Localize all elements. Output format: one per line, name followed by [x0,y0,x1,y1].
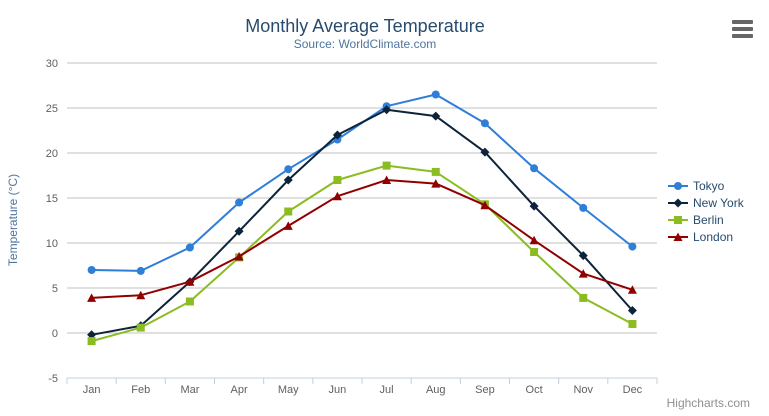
svg-text:Aug: Aug [426,384,446,396]
legend-item-new-york[interactable]: New York [668,194,744,211]
svg-text:Mar: Mar [180,384,199,396]
svg-text:0: 0 [52,328,58,340]
svg-text:30: 30 [46,58,58,70]
svg-text:Sep: Sep [475,384,495,396]
svg-text:Jul: Jul [380,384,394,396]
legend-marker-diamond-icon [668,198,688,207]
svg-text:May: May [278,384,299,396]
svg-text:20: 20 [46,148,58,160]
legend-marker-triangle-icon [668,232,688,241]
legend-label: New York [693,195,744,210]
svg-text:5: 5 [52,283,58,295]
svg-text:Jan: Jan [83,384,101,396]
legend-label: Tokyo [693,178,725,193]
legend-label: Berlin [693,212,724,227]
legend-marker-circle-icon [668,181,688,190]
svg-text:Feb: Feb [131,384,150,396]
legend-item-berlin[interactable]: Berlin [668,211,744,228]
legend-label: London [693,229,734,244]
chart-title: Monthly Average Temperature [245,16,484,36]
legend-marker-square-icon [668,215,688,224]
export-menu-button[interactable] [728,16,756,42]
legend-item-london[interactable]: London [668,228,744,245]
svg-text:Dec: Dec [623,384,643,396]
svg-text:Jun: Jun [329,384,347,396]
svg-text:25: 25 [46,103,58,115]
svg-text:Apr: Apr [231,384,248,396]
svg-text:Oct: Oct [526,384,543,396]
legend-item-tokyo[interactable]: Tokyo [668,177,744,194]
svg-text:10: 10 [46,238,58,250]
svg-text:-5: -5 [48,373,58,385]
svg-text:15: 15 [46,193,58,205]
plot-area: -5 0 5 10 15 20 25 30 Jan Feb Mar Apr May Jun Jul Aug Se… [46,58,658,396]
credits-link[interactable]: Highcharts.com [666,396,750,410]
hamburger-icon [731,18,753,40]
y-axis-title: Temperature (°C) [6,174,20,266]
legend: Tokyo New York Berlin London [668,177,744,245]
chart-subtitle: Source: WorldClimate.com [294,37,437,51]
svg-text:Nov: Nov [573,384,593,396]
